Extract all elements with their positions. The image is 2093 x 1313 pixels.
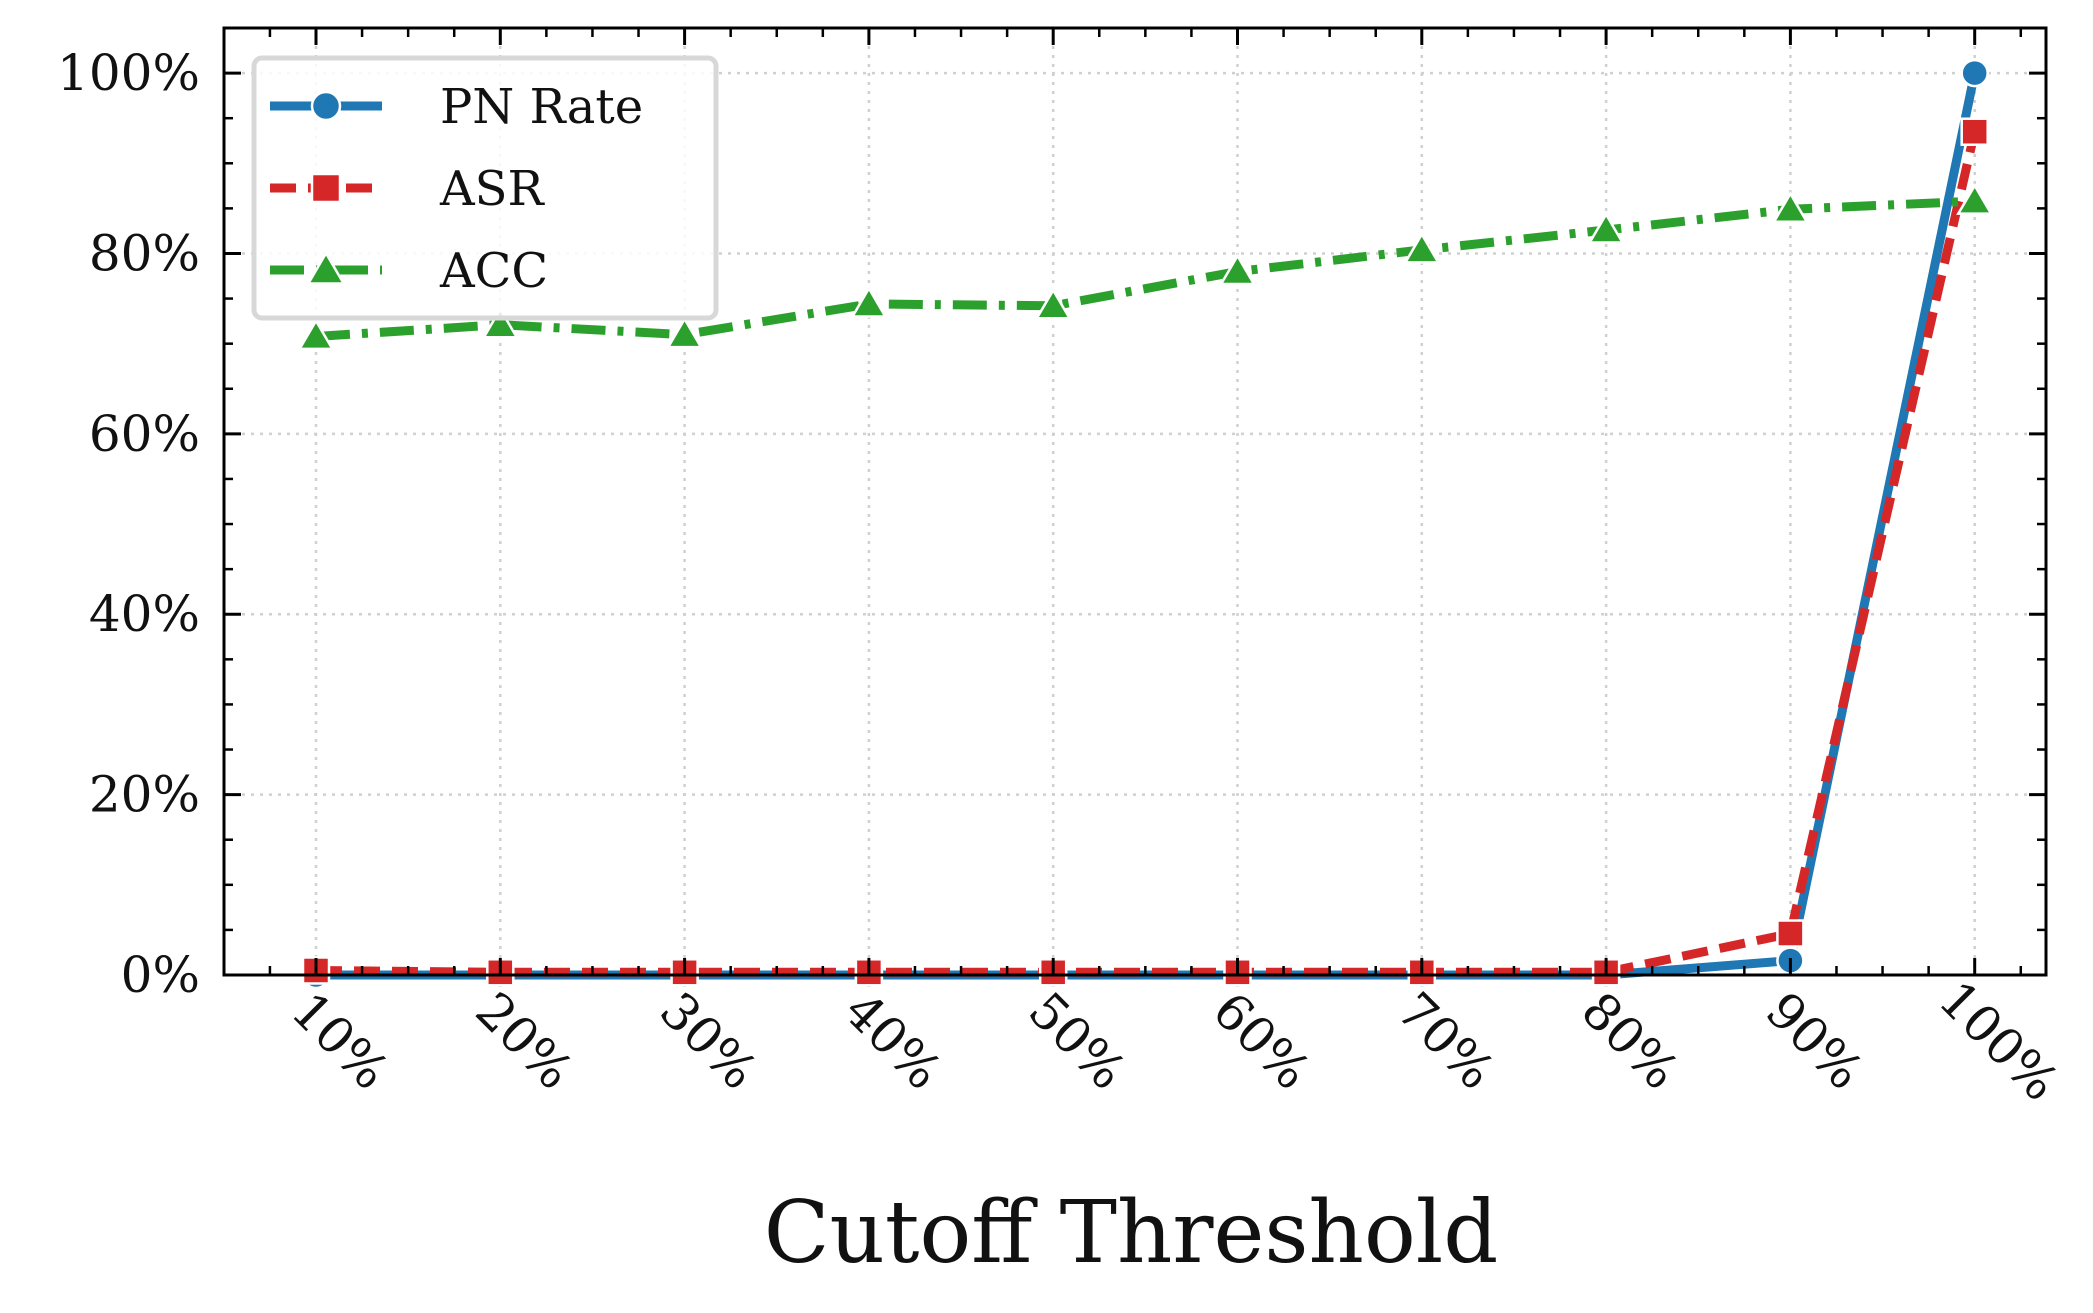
- legend-entry: PN Rate: [270, 79, 643, 135]
- y-tick-label: 60%: [89, 405, 200, 463]
- legend-entry: ASR: [270, 161, 546, 217]
- legend-box: [251, 55, 719, 321]
- x-tick-label: 30%: [649, 981, 769, 1101]
- x-tick-label: 40%: [833, 981, 953, 1101]
- data-point: [306, 250, 346, 285]
- data-point: [297, 318, 335, 351]
- y-tick-label: 0%: [121, 946, 200, 1004]
- legend-entry: ACC: [270, 243, 548, 299]
- data-point: [1218, 253, 1257, 286]
- plot-frame: [222, 26, 2048, 977]
- data-point: [310, 172, 342, 204]
- data-point: [1034, 287, 1072, 320]
- legend-label: ASR: [439, 161, 546, 217]
- y-tick-label: 40%: [89, 585, 200, 643]
- x-axis-title: Cutoff Threshold: [764, 1183, 1499, 1283]
- x-tick-label: 70%: [1386, 981, 1506, 1101]
- data-point: [1403, 231, 1441, 264]
- y-tick-label: 20%: [89, 766, 200, 824]
- data-point: [310, 90, 342, 122]
- data-point: [1587, 211, 1625, 244]
- data-point: [666, 316, 704, 349]
- x-tick-label: 20%: [465, 981, 585, 1101]
- data-point: [850, 285, 888, 318]
- data-point: [1960, 117, 1989, 146]
- x-tick-label: 100%: [1928, 970, 2070, 1112]
- y-tick-label: 100%: [57, 44, 200, 102]
- legend-label: ACC: [439, 243, 548, 299]
- data-point: [1956, 183, 1994, 215]
- data-point: [1776, 919, 1805, 948]
- legend: PN Rate ASR ACC: [251, 55, 719, 321]
- x-tick-label: 90%: [1755, 981, 1875, 1101]
- legend-label: PN Rate: [440, 79, 643, 135]
- series-line: [315, 196, 1975, 341]
- data-point: [481, 306, 519, 339]
- data-point: [1960, 58, 1989, 88]
- data-point: [1771, 191, 1809, 224]
- x-tick-label: 60%: [1202, 981, 1322, 1101]
- x-tick-label: 50%: [1017, 981, 1137, 1101]
- y-tick-label: 80%: [89, 224, 200, 282]
- x-tick-label: 80%: [1570, 981, 1690, 1101]
- x-tick-label: 10%: [280, 981, 400, 1101]
